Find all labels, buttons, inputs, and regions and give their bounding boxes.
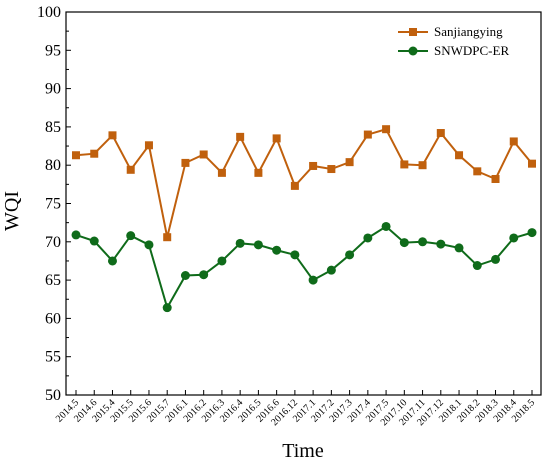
data-point xyxy=(180,271,190,281)
data-point xyxy=(436,129,445,138)
data-point xyxy=(236,132,245,141)
y-tick-label: 95 xyxy=(45,42,61,59)
data-point xyxy=(363,233,373,243)
data-point xyxy=(527,228,537,238)
series-line xyxy=(75,128,533,238)
data-point xyxy=(126,231,136,241)
series-layer xyxy=(71,125,537,313)
data-point xyxy=(107,256,117,266)
data-point xyxy=(473,167,482,176)
data-point xyxy=(163,233,172,242)
data-point xyxy=(327,165,336,174)
data-point xyxy=(89,236,99,246)
data-point xyxy=(253,240,263,250)
data-point xyxy=(235,238,245,248)
y-tick-label: 70 xyxy=(45,234,61,251)
legend-marker xyxy=(408,46,418,56)
data-point xyxy=(199,270,209,280)
data-point xyxy=(162,303,172,313)
y-tick-label: 85 xyxy=(45,119,61,136)
data-point xyxy=(436,239,446,249)
data-point xyxy=(181,158,190,167)
data-point xyxy=(290,250,300,260)
x-axis-title: Time xyxy=(282,440,324,462)
data-point xyxy=(144,240,154,250)
data-point xyxy=(108,131,117,140)
legend-label: SNWDPC-ER xyxy=(434,43,509,58)
y-tick-label: 80 xyxy=(45,157,61,174)
axes: 505560657075808590951002014.52014.62015.… xyxy=(37,4,542,428)
data-point xyxy=(71,230,81,240)
y-tick-label: 50 xyxy=(45,387,61,404)
data-point xyxy=(382,125,391,134)
y-tick-label: 90 xyxy=(45,81,61,98)
data-point xyxy=(509,137,518,146)
plot-frame xyxy=(65,11,542,396)
legend-marker xyxy=(409,28,417,36)
data-point xyxy=(290,181,299,190)
y-tick-label: 55 xyxy=(45,349,61,366)
y-axis-title: WQI xyxy=(1,191,23,231)
data-point xyxy=(345,158,354,167)
legend-label: Sanjiangying xyxy=(434,24,503,39)
data-point xyxy=(509,233,519,243)
data-point xyxy=(272,134,281,143)
data-point xyxy=(144,141,153,150)
data-point xyxy=(491,174,500,183)
data-point xyxy=(254,168,263,177)
data-point xyxy=(399,238,409,248)
data-point xyxy=(272,245,282,255)
series-0 xyxy=(72,125,536,242)
legend: Sanjiangying SNWDPC-ER xyxy=(398,24,509,58)
data-point xyxy=(418,161,427,170)
data-point xyxy=(308,275,318,285)
data-point xyxy=(326,265,336,275)
data-point xyxy=(126,165,135,174)
data-point xyxy=(90,149,99,158)
data-point xyxy=(528,159,536,168)
data-point xyxy=(454,243,464,253)
y-tick-label: 75 xyxy=(45,196,61,213)
data-point xyxy=(217,256,227,266)
data-point xyxy=(472,261,482,271)
data-point xyxy=(309,161,318,170)
y-tick-label: 65 xyxy=(45,272,61,289)
data-point xyxy=(345,250,355,260)
data-point xyxy=(381,221,391,231)
data-point xyxy=(363,130,372,139)
y-tick-label: 60 xyxy=(45,310,61,327)
data-point xyxy=(418,237,428,247)
data-point xyxy=(199,150,208,159)
series-line xyxy=(75,225,533,311)
data-point xyxy=(455,151,464,160)
data-point xyxy=(217,168,226,177)
data-point xyxy=(72,151,80,160)
data-point xyxy=(491,254,501,264)
y-tick-label: 100 xyxy=(37,4,61,21)
data-point xyxy=(400,160,409,169)
series-1 xyxy=(71,221,537,313)
